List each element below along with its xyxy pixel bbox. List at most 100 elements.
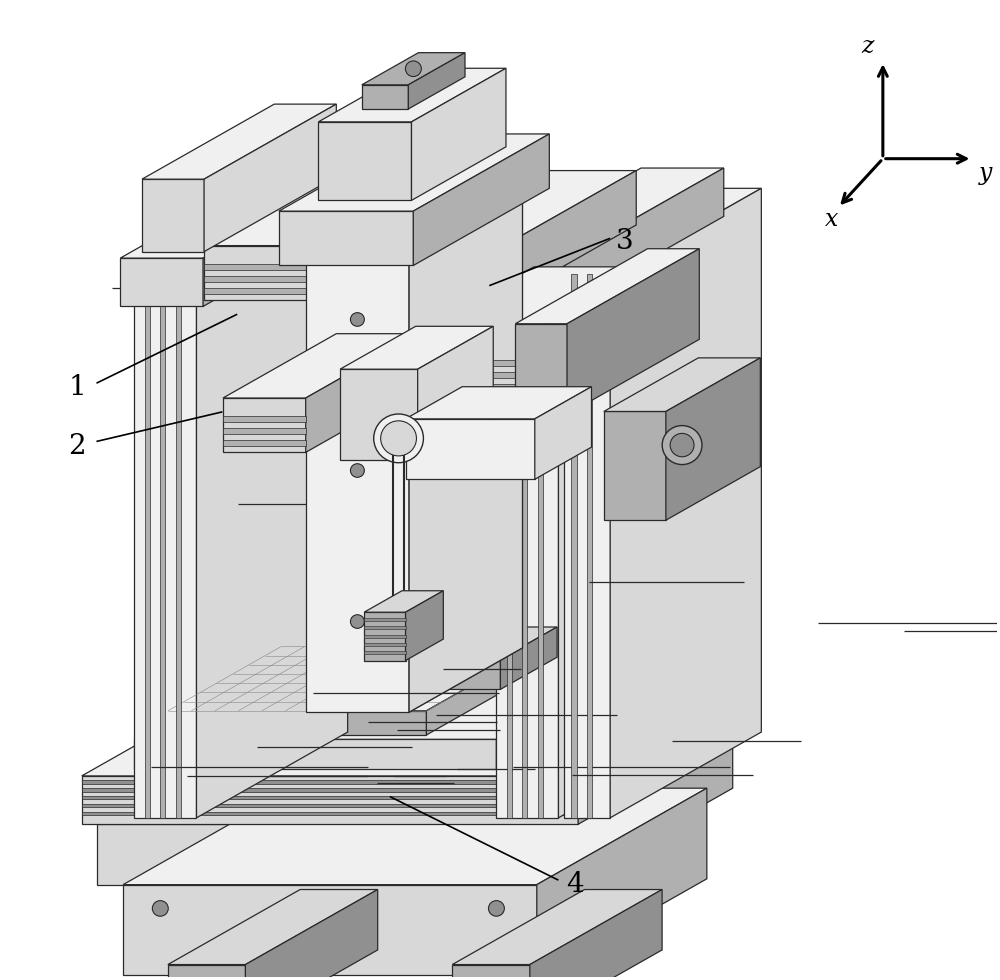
Polygon shape xyxy=(515,323,567,415)
Polygon shape xyxy=(168,964,245,980)
Circle shape xyxy=(350,464,364,477)
Polygon shape xyxy=(409,195,522,712)
Polygon shape xyxy=(535,387,591,479)
Polygon shape xyxy=(123,885,537,975)
Polygon shape xyxy=(402,267,648,342)
Text: y: y xyxy=(979,162,992,185)
Text: 3: 3 xyxy=(615,228,633,255)
Polygon shape xyxy=(306,195,522,259)
Polygon shape xyxy=(204,246,504,300)
Polygon shape xyxy=(402,372,515,378)
Polygon shape xyxy=(610,188,761,817)
Polygon shape xyxy=(145,304,150,817)
Polygon shape xyxy=(142,179,204,252)
Polygon shape xyxy=(97,824,563,885)
Text: x: x xyxy=(824,208,838,230)
Polygon shape xyxy=(496,664,629,769)
Polygon shape xyxy=(168,890,378,964)
Circle shape xyxy=(350,313,364,326)
Polygon shape xyxy=(578,692,748,792)
Polygon shape xyxy=(82,679,748,776)
Circle shape xyxy=(662,425,702,465)
Polygon shape xyxy=(578,700,748,800)
Polygon shape xyxy=(306,259,409,712)
Polygon shape xyxy=(364,643,406,646)
Polygon shape xyxy=(123,788,707,885)
Polygon shape xyxy=(245,890,378,980)
Polygon shape xyxy=(82,811,578,815)
Polygon shape xyxy=(82,788,578,792)
Polygon shape xyxy=(223,428,306,434)
Polygon shape xyxy=(496,304,558,817)
Polygon shape xyxy=(563,728,733,885)
Polygon shape xyxy=(364,626,406,629)
Polygon shape xyxy=(418,326,493,460)
Polygon shape xyxy=(496,219,710,304)
Polygon shape xyxy=(482,258,565,307)
Polygon shape xyxy=(452,890,662,964)
Polygon shape xyxy=(604,412,666,520)
Polygon shape xyxy=(204,288,504,294)
Polygon shape xyxy=(223,416,306,422)
Polygon shape xyxy=(578,708,748,808)
Polygon shape xyxy=(564,274,610,817)
Polygon shape xyxy=(587,274,592,817)
Polygon shape xyxy=(666,358,760,520)
Polygon shape xyxy=(578,679,748,824)
Polygon shape xyxy=(406,387,591,418)
Polygon shape xyxy=(571,274,577,817)
Polygon shape xyxy=(500,627,557,689)
Polygon shape xyxy=(578,715,748,815)
Polygon shape xyxy=(160,304,165,817)
Polygon shape xyxy=(364,634,406,638)
Polygon shape xyxy=(279,211,413,266)
Polygon shape xyxy=(558,219,710,817)
Polygon shape xyxy=(134,304,196,817)
Circle shape xyxy=(374,414,423,463)
Polygon shape xyxy=(362,85,408,109)
Text: 4: 4 xyxy=(566,871,583,898)
Polygon shape xyxy=(223,440,306,446)
Polygon shape xyxy=(223,334,419,398)
Polygon shape xyxy=(82,780,578,784)
Polygon shape xyxy=(604,358,760,412)
Polygon shape xyxy=(438,627,557,660)
Polygon shape xyxy=(120,168,362,258)
Polygon shape xyxy=(537,788,707,975)
Polygon shape xyxy=(196,219,348,817)
Polygon shape xyxy=(402,360,515,367)
Polygon shape xyxy=(364,652,406,655)
Circle shape xyxy=(381,420,416,456)
Polygon shape xyxy=(364,617,406,620)
Polygon shape xyxy=(411,69,506,200)
Circle shape xyxy=(405,61,421,76)
Polygon shape xyxy=(406,418,535,479)
Polygon shape xyxy=(515,267,648,396)
Polygon shape xyxy=(564,188,761,274)
Polygon shape xyxy=(565,168,724,307)
Text: z: z xyxy=(862,35,874,58)
Polygon shape xyxy=(204,275,504,282)
Polygon shape xyxy=(204,171,636,246)
Polygon shape xyxy=(402,384,515,390)
Polygon shape xyxy=(318,69,506,122)
Polygon shape xyxy=(279,134,549,211)
Polygon shape xyxy=(120,258,203,307)
Polygon shape xyxy=(426,647,540,735)
Circle shape xyxy=(350,614,364,628)
Polygon shape xyxy=(567,249,699,415)
Circle shape xyxy=(488,901,504,916)
Polygon shape xyxy=(578,684,748,784)
Polygon shape xyxy=(204,104,336,252)
Polygon shape xyxy=(364,612,406,661)
Polygon shape xyxy=(406,591,443,661)
Polygon shape xyxy=(168,647,540,710)
Polygon shape xyxy=(168,710,426,735)
Polygon shape xyxy=(438,660,500,689)
Polygon shape xyxy=(340,326,493,369)
Polygon shape xyxy=(82,796,578,800)
Polygon shape xyxy=(452,964,530,980)
Polygon shape xyxy=(409,195,522,712)
Polygon shape xyxy=(134,219,348,304)
Polygon shape xyxy=(176,304,181,817)
